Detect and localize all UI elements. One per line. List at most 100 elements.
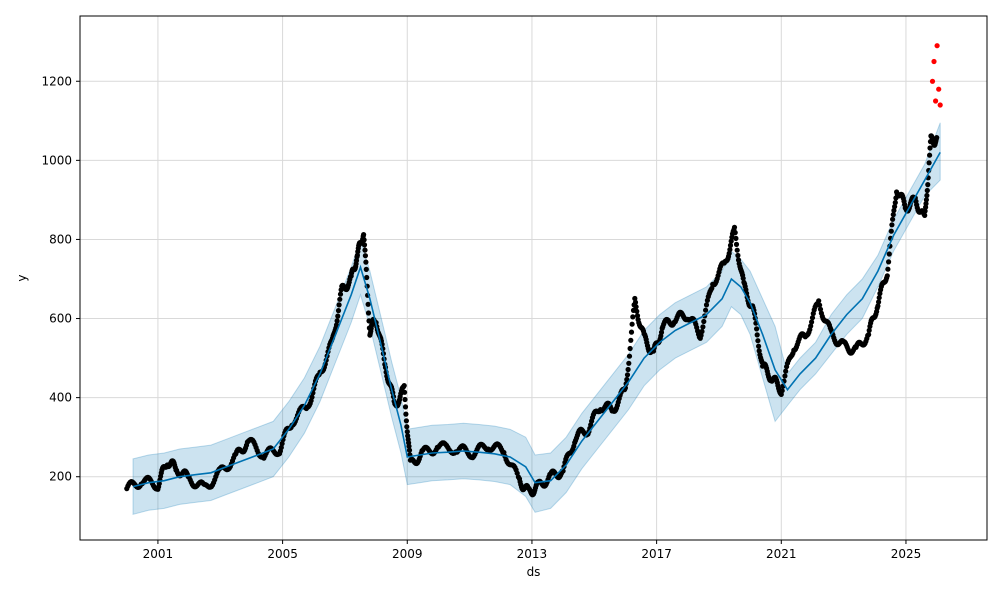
observed-point xyxy=(866,332,872,338)
observed-point xyxy=(925,182,931,188)
x-tick-label: 2021 xyxy=(766,547,797,561)
observed-point xyxy=(626,360,632,366)
x-tick-label: 2009 xyxy=(392,547,423,561)
x-tick-label: 2013 xyxy=(517,547,548,561)
y-tick-label: 1000 xyxy=(41,153,72,167)
observed-point xyxy=(927,145,933,151)
observed-point xyxy=(809,315,816,321)
observed-point xyxy=(364,274,370,281)
observed-point xyxy=(875,303,881,309)
observed-point xyxy=(891,207,897,214)
observed-point xyxy=(927,152,933,158)
observed-point xyxy=(402,396,408,403)
observed-point xyxy=(892,200,898,206)
highlighted-point xyxy=(929,78,936,84)
x-tick-label: 2001 xyxy=(143,547,174,561)
highlighted-point xyxy=(937,102,943,108)
observed-point xyxy=(703,302,710,308)
observed-point xyxy=(866,327,872,333)
observed-point xyxy=(700,324,706,330)
observed-points xyxy=(124,133,940,498)
observed-point xyxy=(889,222,895,228)
plot-frame xyxy=(79,15,988,541)
observed-point xyxy=(884,273,890,279)
observed-point xyxy=(402,404,409,410)
observed-point xyxy=(624,372,631,378)
observed-point xyxy=(892,204,898,210)
observed-point xyxy=(403,418,409,424)
observed-point xyxy=(890,212,896,218)
observed-point xyxy=(335,308,342,314)
observed-point xyxy=(934,135,940,141)
observed-point xyxy=(727,247,733,253)
observed-point xyxy=(890,216,896,222)
highlighted-point xyxy=(931,58,937,65)
observed-point xyxy=(703,307,709,313)
observed-point xyxy=(626,353,633,359)
observed-point xyxy=(923,201,929,207)
x-tick-label: 2005 xyxy=(267,547,298,561)
observed-point xyxy=(699,328,705,335)
highlighted-point xyxy=(936,86,942,92)
observed-point xyxy=(727,242,734,248)
y-axis: 200 400 600 800 1000 1200 xyxy=(41,74,80,484)
observed-point xyxy=(362,253,368,259)
observed-point xyxy=(629,321,635,327)
observed-point xyxy=(634,313,641,319)
observed-point xyxy=(630,314,636,320)
observed-point xyxy=(809,319,815,325)
observed-point xyxy=(337,291,344,297)
observed-point xyxy=(926,160,932,166)
observed-point xyxy=(363,259,369,265)
observed-point xyxy=(782,373,788,379)
forecast-line-path xyxy=(132,152,941,488)
observed-point xyxy=(876,295,882,301)
y-tick-label: 600 xyxy=(49,312,72,326)
observed-point xyxy=(337,296,343,302)
observed-point xyxy=(817,302,823,308)
observed-point xyxy=(922,208,928,214)
grid-lines xyxy=(80,16,987,540)
x-tick-label: 2017 xyxy=(641,547,672,561)
observed-point xyxy=(403,411,409,417)
highlighted-points xyxy=(929,43,943,108)
observed-point xyxy=(624,376,630,383)
observed-point xyxy=(336,302,342,308)
highlighted-point xyxy=(934,43,940,49)
observed-point xyxy=(362,247,368,253)
observed-point xyxy=(817,306,824,312)
y-tick-label: 200 xyxy=(49,470,72,484)
observed-point xyxy=(628,337,634,343)
highlighted-point xyxy=(933,98,939,104)
forecast-line xyxy=(132,152,941,488)
observed-point xyxy=(335,313,341,319)
observed-point xyxy=(632,299,639,305)
observed-point xyxy=(740,275,746,281)
observed-point xyxy=(698,332,704,338)
observed-point xyxy=(406,447,413,453)
observed-point xyxy=(728,238,734,244)
observed-point xyxy=(923,197,930,203)
y-tick-label: 1200 xyxy=(41,74,72,88)
observed-point xyxy=(404,424,410,430)
x-axis-label: ds xyxy=(527,565,541,579)
observed-point xyxy=(816,298,822,304)
observed-point xyxy=(404,429,410,435)
observed-point xyxy=(361,232,367,238)
observed-point xyxy=(401,383,407,389)
observed-point xyxy=(634,308,640,314)
observed-point xyxy=(756,343,762,349)
observed-point xyxy=(333,322,340,328)
observed-point xyxy=(783,368,789,374)
observed-point xyxy=(632,295,638,302)
observed-point xyxy=(334,318,340,324)
observed-point xyxy=(885,266,891,272)
observed-point xyxy=(361,242,368,248)
observed-point xyxy=(808,323,814,329)
observed-point xyxy=(363,266,369,272)
observed-point xyxy=(633,304,639,310)
observed-point xyxy=(755,338,761,344)
observed-point xyxy=(731,224,738,230)
observed-point xyxy=(732,230,738,236)
observed-point xyxy=(735,252,741,259)
